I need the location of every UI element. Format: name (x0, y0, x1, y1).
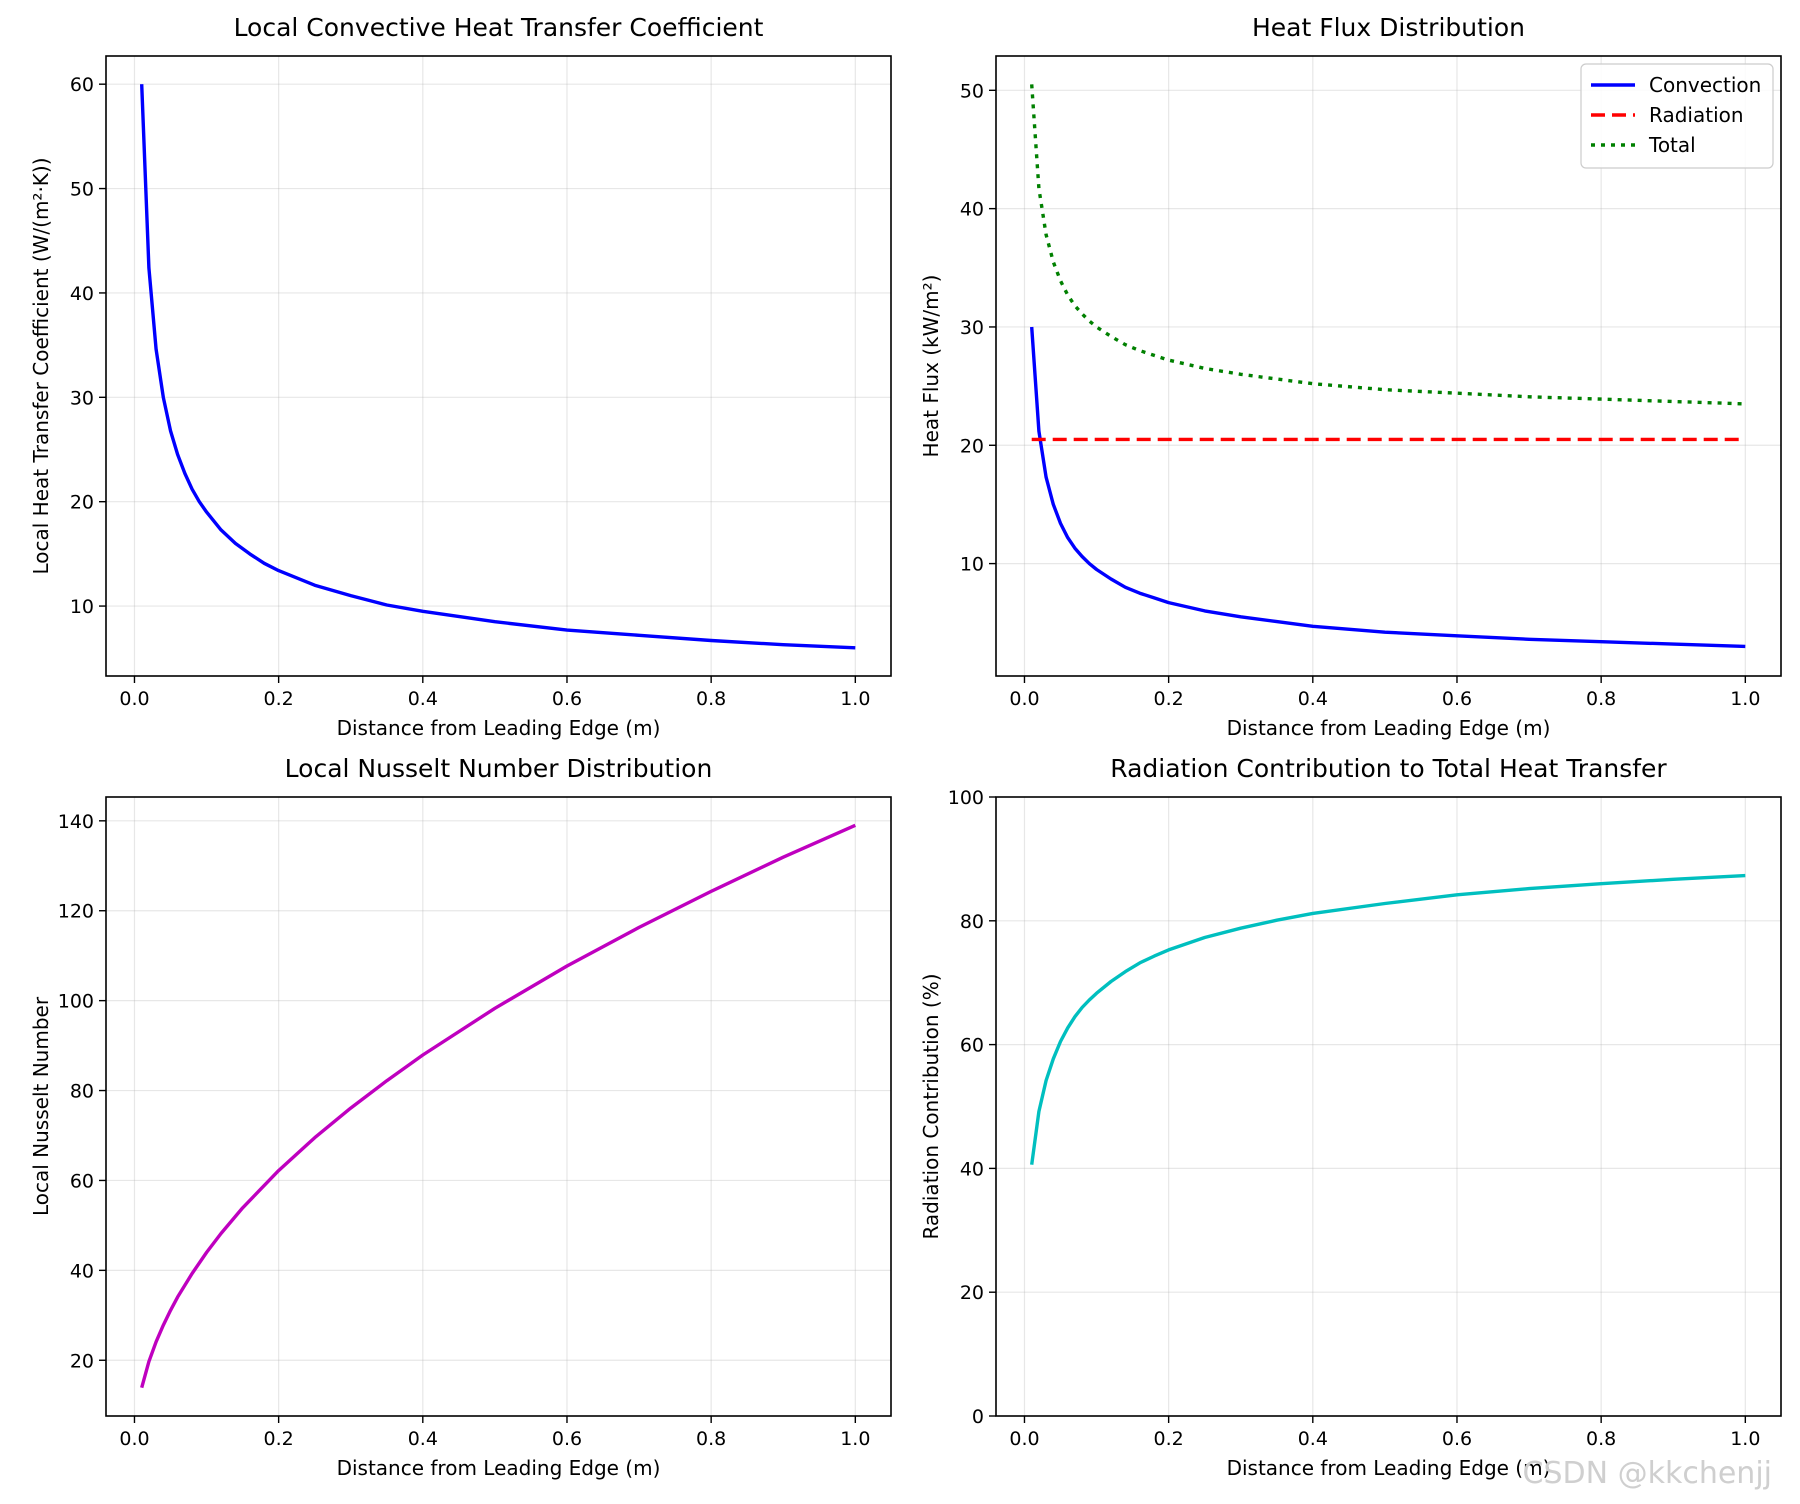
series-line-0 (140, 823, 856, 1389)
series-line-0 (140, 84, 856, 650)
x-tick-label: 0.8 (1586, 1428, 1616, 1450)
chart-title: Heat Flux Distribution (1252, 13, 1525, 42)
x-axis-label: Distance from Leading Edge (m) (337, 1456, 661, 1480)
legend: Convection Radiation Total (1580, 63, 1774, 169)
x-tick-label: 0.0 (1009, 688, 1039, 710)
axes-frame (995, 796, 1782, 1417)
subplot-heat-flux: 0.0 0.2 0.4 0.6 0.8 1.0 10 20 30 40 50 Heat Flux Di… (919, 13, 1782, 740)
x-tick-label: 0.4 (1298, 688, 1328, 710)
x-tick-label: 0.0 (119, 1428, 149, 1450)
y-tick-label: 20 (960, 435, 984, 457)
subplot-radiation-contribution: 0.0 0.2 0.4 0.6 0.8 1.0 0 20 40 60 80 100 Radiation … (919, 754, 1782, 1480)
legend-label-convection: Convection (1649, 73, 1761, 97)
x-tick-label: 0.2 (264, 1428, 294, 1450)
axes-frame (105, 796, 892, 1417)
legend-label-radiation: Radiation (1649, 103, 1744, 127)
y-tick-label: 100 (948, 787, 984, 809)
y-tick-label: 60 (960, 1035, 984, 1057)
x-tick-label: 0.4 (408, 688, 438, 710)
y-tick-label: 100 (58, 991, 94, 1013)
watermark: CSDN @kkchenjj (1523, 1456, 1772, 1491)
y-axis-label: Local Heat Transfer Coefficient (W/(m²·K… (29, 157, 53, 574)
x-tick-label: 1.0 (1730, 688, 1760, 710)
y-tick-label: 140 (58, 811, 94, 833)
chart-title: Local Nusselt Number Distribution (285, 754, 713, 783)
series-line-convection (1030, 326, 1746, 649)
x-tick-label: 0.6 (552, 688, 582, 710)
y-tick-label: 60 (70, 1170, 94, 1192)
y-tick-label: 80 (960, 911, 984, 933)
x-tick-label: 0.2 (264, 688, 294, 710)
y-tick-label: 10 (70, 596, 94, 618)
x-tick-label: 0.4 (1298, 1428, 1328, 1450)
y-axis-label: Heat Flux (kW/m²) (919, 275, 943, 458)
x-tick-label: 0.8 (1586, 688, 1616, 710)
x-tick-label: 0.8 (696, 688, 726, 710)
x-tick-label: 0.8 (696, 1428, 726, 1450)
y-axis-label: Local Nusselt Number (29, 996, 53, 1216)
x-axis-label: Distance from Leading Edge (m) (337, 716, 661, 740)
y-tick-label: 120 (58, 901, 94, 923)
x-axis-label: Distance from Leading Edge (m) (1227, 1456, 1551, 1480)
y-tick-label: 20 (70, 1350, 94, 1372)
y-tick-label: 20 (960, 1282, 984, 1304)
y-tick-label: 30 (960, 317, 984, 339)
y-tick-label: 10 (960, 554, 984, 576)
x-tick-label: 0.0 (119, 688, 149, 710)
x-tick-label: 1.0 (1730, 1428, 1760, 1450)
x-tick-label: 0.4 (408, 1428, 438, 1450)
subplot-nusselt-number: 0.0 0.2 0.4 0.6 0.8 1.0 20 40 60 80 100 120 140 Local… (29, 754, 892, 1480)
x-tick-label: 0.6 (1442, 688, 1472, 710)
y-tick-label: 40 (70, 1260, 94, 1282)
y-tick-label: 60 (70, 74, 94, 96)
x-tick-label: 1.0 (840, 688, 870, 710)
x-tick-label: 1.0 (840, 1428, 870, 1450)
chart-title: Local Convective Heat Transfer Coefficie… (234, 13, 764, 42)
x-tick-label: 0.2 (1154, 688, 1184, 710)
chart-title: Radiation Contribution to Total Heat Tra… (1110, 754, 1667, 783)
y-tick-label: 40 (960, 1158, 984, 1180)
legend-label-total: Total (1648, 133, 1696, 157)
series-line-0 (1030, 873, 1746, 1165)
y-tick-label: 0 (972, 1406, 984, 1428)
axes-frame (105, 55, 892, 677)
subplot-heat-transfer-coefficient: 0.0 0.2 0.4 0.6 0.8 1.0 10 20 30 40 50 60 Local Conv… (29, 13, 892, 740)
x-tick-label: 0.2 (1154, 1428, 1184, 1450)
x-tick-label: 0.0 (1009, 1428, 1039, 1450)
legend-box (1580, 63, 1774, 169)
y-tick-label: 50 (70, 179, 94, 201)
y-tick-label: 20 (70, 492, 94, 514)
y-tick-label: 80 (70, 1081, 94, 1103)
axes-frame (995, 55, 1782, 677)
y-tick-label: 40 (960, 199, 984, 221)
y-tick-label: 40 (70, 283, 94, 305)
y-tick-label: 50 (960, 80, 984, 102)
x-tick-label: 0.6 (1442, 1428, 1472, 1450)
x-tick-label: 0.6 (552, 1428, 582, 1450)
y-axis-label: Radiation Contribution (%) (919, 973, 943, 1239)
x-axis-label: Distance from Leading Edge (m) (1227, 716, 1551, 740)
y-tick-label: 30 (70, 387, 94, 409)
